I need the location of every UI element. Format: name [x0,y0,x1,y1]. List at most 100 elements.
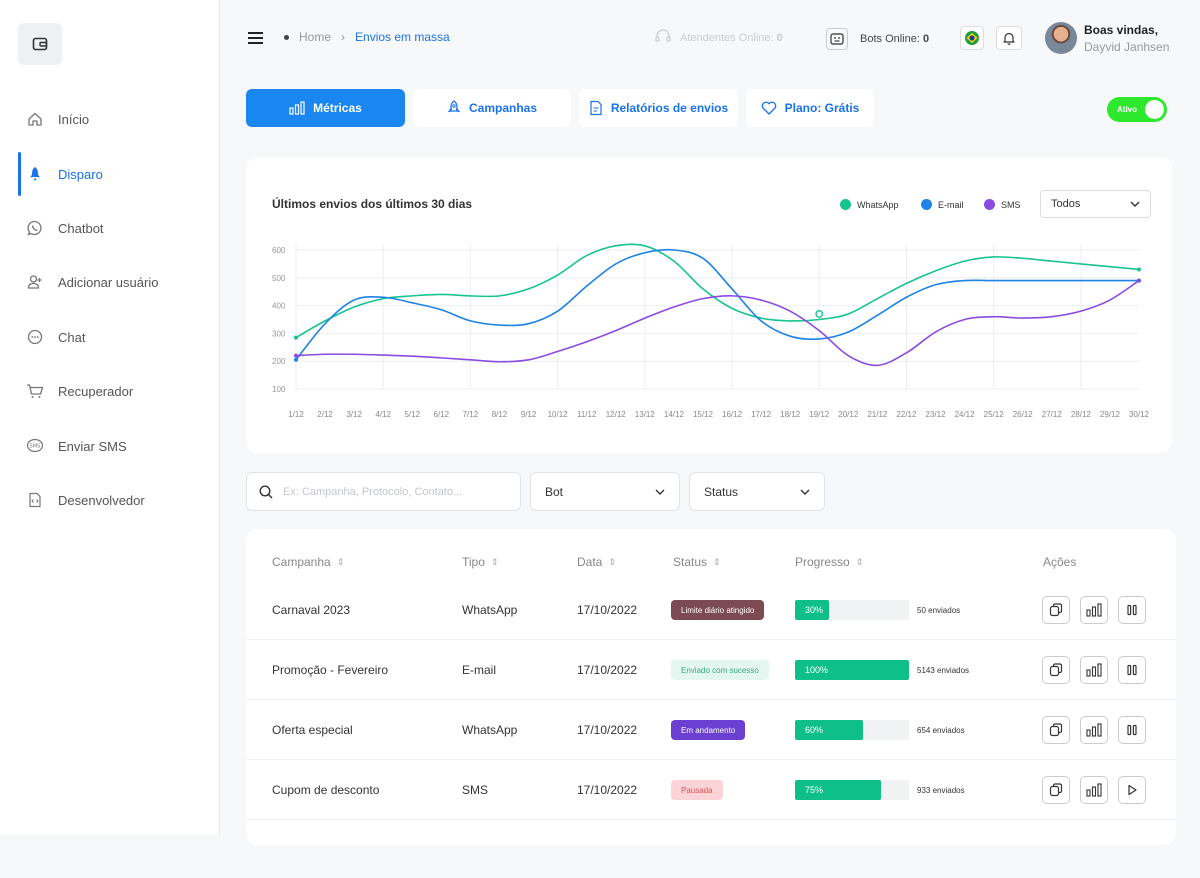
tab-campanhas[interactable]: Campanhas [413,89,571,127]
status-badge: Enviado com sucesso [671,660,769,680]
active-toggle[interactable]: Ativo [1107,97,1167,122]
y-tick-label: 400 [272,302,286,311]
column-header-progresso[interactable]: Progresso ⇕ [795,555,863,569]
breadcrumb-home[interactable]: Home [299,30,332,44]
x-tick-label: 2/12 [317,410,333,419]
sidebar-item-label: Enviar SMS [58,438,127,454]
pause-button[interactable] [1118,716,1146,744]
column-header-campanha[interactable]: Campanha ⇕ [272,555,344,569]
x-tick-label: 13/12 [635,410,656,419]
tab-label: Métricas [313,101,362,115]
cell-actions [1042,640,1156,700]
sidebar-item-chatbot[interactable]: Chatbot [18,206,208,250]
cell-actions [1042,760,1156,820]
play-button[interactable] [1118,776,1146,804]
chevron-down-icon [1130,201,1140,207]
legend-whatsapp[interactable]: WhatsApp [840,199,899,210]
sidebar-item-enviar-sms[interactable]: SMS Enviar SMS [18,424,208,468]
sidebar-item-adicionar-usuario[interactable]: Adicionar usuário [18,260,208,304]
pause-icon [1126,604,1138,616]
copy-icon [1049,603,1063,617]
x-tick-label: 25/12 [984,410,1005,419]
progress-bar: 60% [795,720,909,740]
progress-fill: 30% [795,600,830,620]
x-tick-label: 20/12 [838,410,859,419]
attendants-online: Atendentes Online: 0 [654,28,783,47]
x-tick-label: 3/12 [346,410,362,419]
y-tick-label: 300 [272,329,286,338]
sidebar-item-label: Recuperador [58,383,134,399]
series-endpoint [294,335,298,340]
sidebar-item-recuperador[interactable]: Recuperador [18,369,208,413]
sidebar-item-label: Chatbot [58,220,104,236]
rocket-icon [26,165,44,183]
series-line-email[interactable] [295,248,1139,361]
metrics-button[interactable] [1080,776,1108,804]
cell-progress: 30% 50 enviados [795,580,960,640]
sort-icon: ⇕ [336,556,345,567]
table-row: Carnaval 2023 WhatsApp 17/10/2022 Limite di… [246,580,1176,640]
pause-button[interactable] [1118,656,1146,684]
search-box[interactable] [246,472,521,511]
language-flag-button[interactable] [960,26,984,50]
search-input[interactable] [283,485,503,498]
attendants-count: 0 [776,31,783,44]
sidebar-item-inicio[interactable]: Início [18,97,208,141]
x-tick-label: 14/12 [664,410,685,419]
sidebar-item-desenvolvedor[interactable]: Desenvolvedor [18,478,208,522]
cell-actions [1042,700,1156,760]
duplicate-button[interactable] [1042,596,1070,624]
metrics-button[interactable] [1080,716,1108,744]
whatsapp-icon [26,219,44,237]
x-tick-label: 27/12 [1042,410,1063,419]
bot-icon [826,28,848,50]
legend-email[interactable]: E-mail [921,199,964,210]
bar-chart-icon [1086,663,1102,677]
x-tick-label: 15/12 [693,410,714,419]
series-endpoint [294,353,298,358]
sms-icon: SMS [26,437,44,455]
bar-chart-icon [1086,723,1102,737]
tab-metricas[interactable]: Métricas [246,89,405,127]
legend-sms[interactable]: SMS [984,199,1021,210]
app-logo[interactable] [18,23,62,65]
hamburger-menu-icon[interactable] [248,31,264,45]
heart-icon [761,101,776,115]
column-header-data[interactable]: Data ⇕ [577,555,616,569]
status-filter-select[interactable]: Status [689,472,825,511]
toggle-label: Ativo [1117,105,1137,114]
series-line-sms[interactable] [295,279,1140,367]
hover-point-marker[interactable] [815,310,824,318]
column-header-tipo[interactable]: Tipo ⇕ [462,555,498,569]
pause-button[interactable] [1118,596,1146,624]
cell-progress: 75% 933 enviados [795,760,965,820]
chart-title: Últimos envios dos últimos 30 dias [272,197,473,211]
duplicate-button[interactable] [1042,716,1070,744]
filter-label: Status [704,484,739,499]
sidebar-item-disparo[interactable]: Disparo [18,152,208,196]
sort-icon: ⇕ [490,556,499,567]
notifications-button[interactable] [996,26,1022,50]
cell-campaign: Carnaval 2023 [272,603,351,617]
add-user-icon [26,273,44,291]
copy-icon [1049,723,1063,737]
user-name: Dayvid Janhsen [1084,40,1170,54]
chart-period-select[interactable]: Todos [1040,190,1151,218]
series-line-whatsapp[interactable] [295,243,1140,339]
metrics-button[interactable] [1080,656,1108,684]
table-row: Cupom de desconto SMS 17/10/2022 Pausada 75%… [246,760,1176,820]
x-tick-label: 10/12 [548,410,569,419]
avatar[interactable] [1045,22,1077,54]
metrics-button[interactable] [1080,596,1108,624]
legend-swatch [921,199,932,210]
cell-status: Pausada [671,760,723,820]
wallet-icon [32,37,48,51]
tab-plano[interactable]: Plano: Grátis [746,89,874,127]
tab-relatorios-de-envios[interactable]: Relatórios de envios [579,89,738,127]
duplicate-button[interactable] [1042,776,1070,804]
sidebar-item-chat[interactable]: Chat [18,315,208,359]
bot-filter-select[interactable]: Bot [530,472,680,511]
duplicate-button[interactable] [1042,656,1070,684]
brazil-flag-icon [965,31,979,45]
column-header-status[interactable]: Status ⇕ [673,555,721,569]
